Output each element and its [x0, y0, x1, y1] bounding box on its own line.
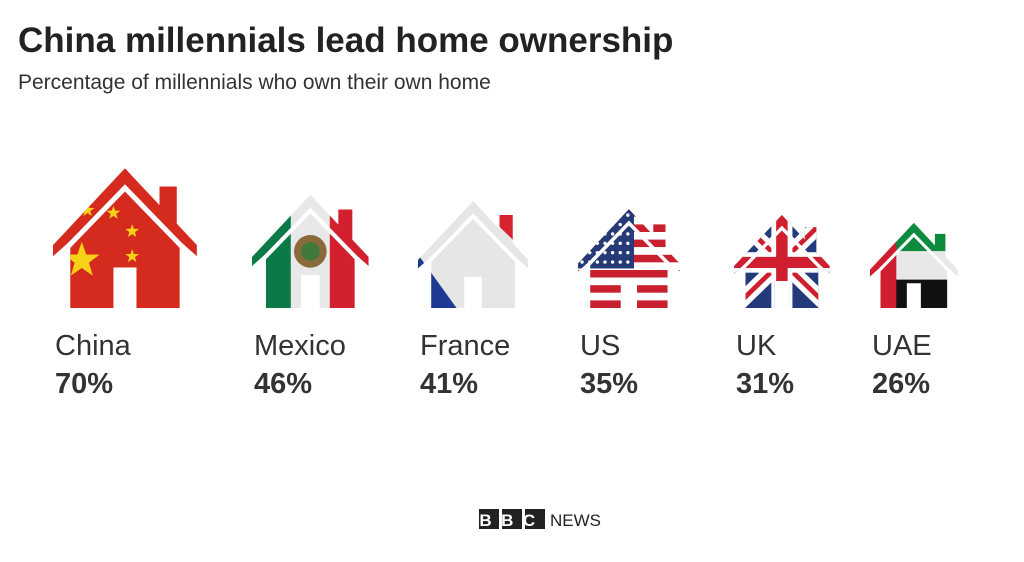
value-label: 31% [736, 368, 794, 400]
category-label: US [580, 330, 620, 362]
house [578, 209, 680, 308]
value-label: 46% [254, 368, 312, 400]
chart-subtitle: Percentage of millennials who own their … [18, 71, 491, 94]
value-label: 26% [872, 368, 930, 400]
category-label: China [55, 330, 132, 362]
category-label: Mexico [254, 330, 346, 362]
brand: BBC [479, 511, 544, 530]
brand-section: NEWS [550, 511, 601, 530]
category-label: UAE [872, 330, 932, 362]
category-label: UK [736, 330, 777, 362]
value-label: 35% [580, 368, 638, 400]
house [734, 215, 830, 309]
brand-logo: BBC NEWS [479, 509, 601, 530]
house [252, 194, 369, 308]
value-label: 70% [55, 368, 113, 400]
house [53, 168, 197, 308]
category-label: France [420, 330, 510, 362]
house [870, 222, 958, 308]
house [418, 201, 529, 308]
value-label: 41% [420, 368, 478, 400]
chart-title: China millennials lead home ownership [18, 21, 673, 60]
